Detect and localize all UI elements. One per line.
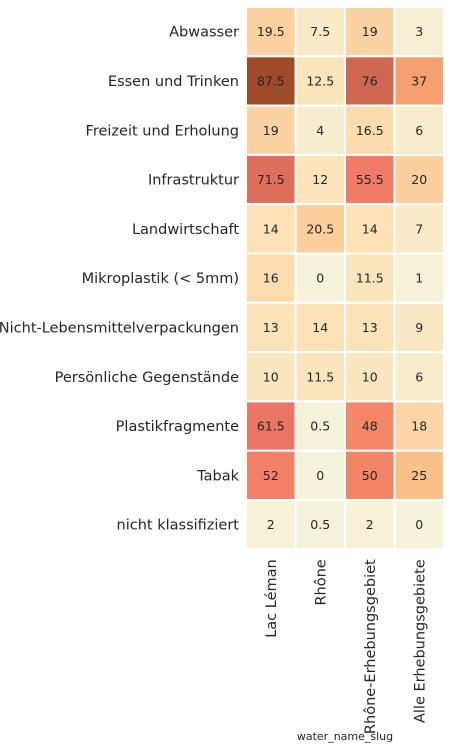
cell-value-label: 0.5 [310, 419, 330, 434]
cell-value-label: 0 [316, 468, 324, 483]
row-label: Abwasser [169, 25, 239, 41]
heatmap-cell [294, 252, 346, 304]
heatmap-cell [245, 252, 297, 304]
cell-value-label: 71.5 [257, 172, 285, 187]
cell-value-label: 11.5 [356, 271, 384, 286]
cell-value-label: 0 [415, 517, 423, 532]
cell-value-label: 61.5 [257, 419, 285, 434]
heatmap-cell [245, 499, 297, 551]
cell-value-label: 16 [263, 271, 279, 286]
row-label: nicht klassifiziert [117, 518, 240, 534]
row-label: Nicht-Lebensmittelverpackungen [0, 320, 239, 336]
heatmap-cell [393, 55, 445, 107]
cell-value-label: 16.5 [356, 123, 384, 138]
cell-value-label: 52 [263, 468, 279, 483]
heatmap-cell [393, 499, 445, 551]
cell-value-label: 12.5 [306, 73, 334, 88]
row-label: Mikroplastik (< 5mm) [82, 271, 239, 287]
heatmap-cell [393, 252, 445, 304]
cell-value-label: 19.5 [257, 24, 285, 39]
heatmap-cell [344, 351, 396, 403]
cell-value-label: 0 [316, 271, 324, 286]
cell-value-label: 2 [366, 517, 374, 532]
cell-value-label: 6 [415, 369, 423, 384]
heatmap-cell [393, 104, 445, 156]
cell-value-label: 0.5 [310, 517, 330, 532]
cell-value-label: 25 [411, 468, 427, 483]
cell-value-label: 14 [263, 221, 279, 236]
row-label: Tabak [196, 468, 239, 484]
cell-value-label: 13 [263, 320, 279, 335]
heatmap-cell [245, 449, 297, 502]
column-labels: Lac Léman Rhône Rhône-Erhebungsgebiet Alle … [264, 559, 429, 734]
cell-value-label: 6 [415, 123, 423, 138]
row-label: Freizeit und Erholung [86, 123, 239, 139]
cell-value-label: 55.5 [356, 172, 384, 187]
row-label: Infrastruktur [148, 173, 239, 189]
heatmap-cell [393, 153, 445, 206]
row-label: Essen und Trinken [108, 74, 239, 90]
row-labels: Abwasser Essen und Trinken Freizeit und Er… [0, 25, 240, 534]
cell-value-label: 9 [415, 320, 423, 335]
cell-value-label: 4 [316, 123, 324, 138]
cell-value-label: 18 [411, 419, 427, 434]
heatmap-cell [344, 203, 396, 255]
cell-value-label: 20 [411, 172, 427, 187]
cell-value-label: 14 [362, 221, 378, 236]
row-label: Landwirtschaft [132, 222, 239, 238]
heatmap-cell [393, 6, 445, 58]
cell-value-label: 37 [411, 73, 427, 88]
x-axis-title: water_name_slug [297, 730, 393, 743]
cell-value-label: 48 [362, 419, 378, 434]
heatmap-cell [245, 351, 297, 403]
row-label: Persönliche Gegenstände [55, 370, 239, 386]
cell-value-label: 19 [263, 123, 279, 138]
cell-value-label: 87.5 [257, 73, 285, 88]
cell-value-label: 3 [415, 24, 423, 39]
column-label: Alle Erhebungsgebiete [412, 559, 428, 723]
heatmap-cell [344, 301, 396, 354]
column-label: Rhône-Erhebungsgebiet [363, 559, 379, 734]
cell-value-label: 10 [362, 369, 378, 384]
column-label: Rhône [313, 559, 329, 605]
cell-value-label: 14 [312, 320, 328, 335]
cell-value-label: 7 [415, 221, 423, 236]
cell-value-label: 11.5 [306, 369, 334, 384]
cell-value-label: 50 [362, 468, 378, 483]
cell-value-label: 12 [312, 172, 328, 187]
cell-value-label: 13 [362, 320, 378, 335]
cell-value-label: 1 [415, 271, 423, 286]
cell-value-label: 10 [263, 369, 279, 384]
heatmap-cell [294, 55, 346, 107]
cell-value-label: 20.5 [306, 221, 334, 236]
heatmap-cell [294, 153, 346, 206]
cell-value-label: 19 [362, 24, 378, 39]
heatmap-cell [393, 203, 445, 255]
cell-value-label: 2 [267, 517, 275, 532]
heatmap-cell [344, 252, 396, 304]
column-label: Lac Léman [264, 559, 280, 638]
cell-value-label: 76 [362, 73, 378, 88]
heatmap-cell [294, 499, 346, 551]
row-label: Plastikfragmente [116, 419, 239, 435]
heatmap-cell [294, 104, 346, 156]
heatmap-cell [393, 400, 445, 452]
heatmap-cell [245, 203, 297, 255]
cell-value-label: 7.5 [310, 24, 330, 39]
